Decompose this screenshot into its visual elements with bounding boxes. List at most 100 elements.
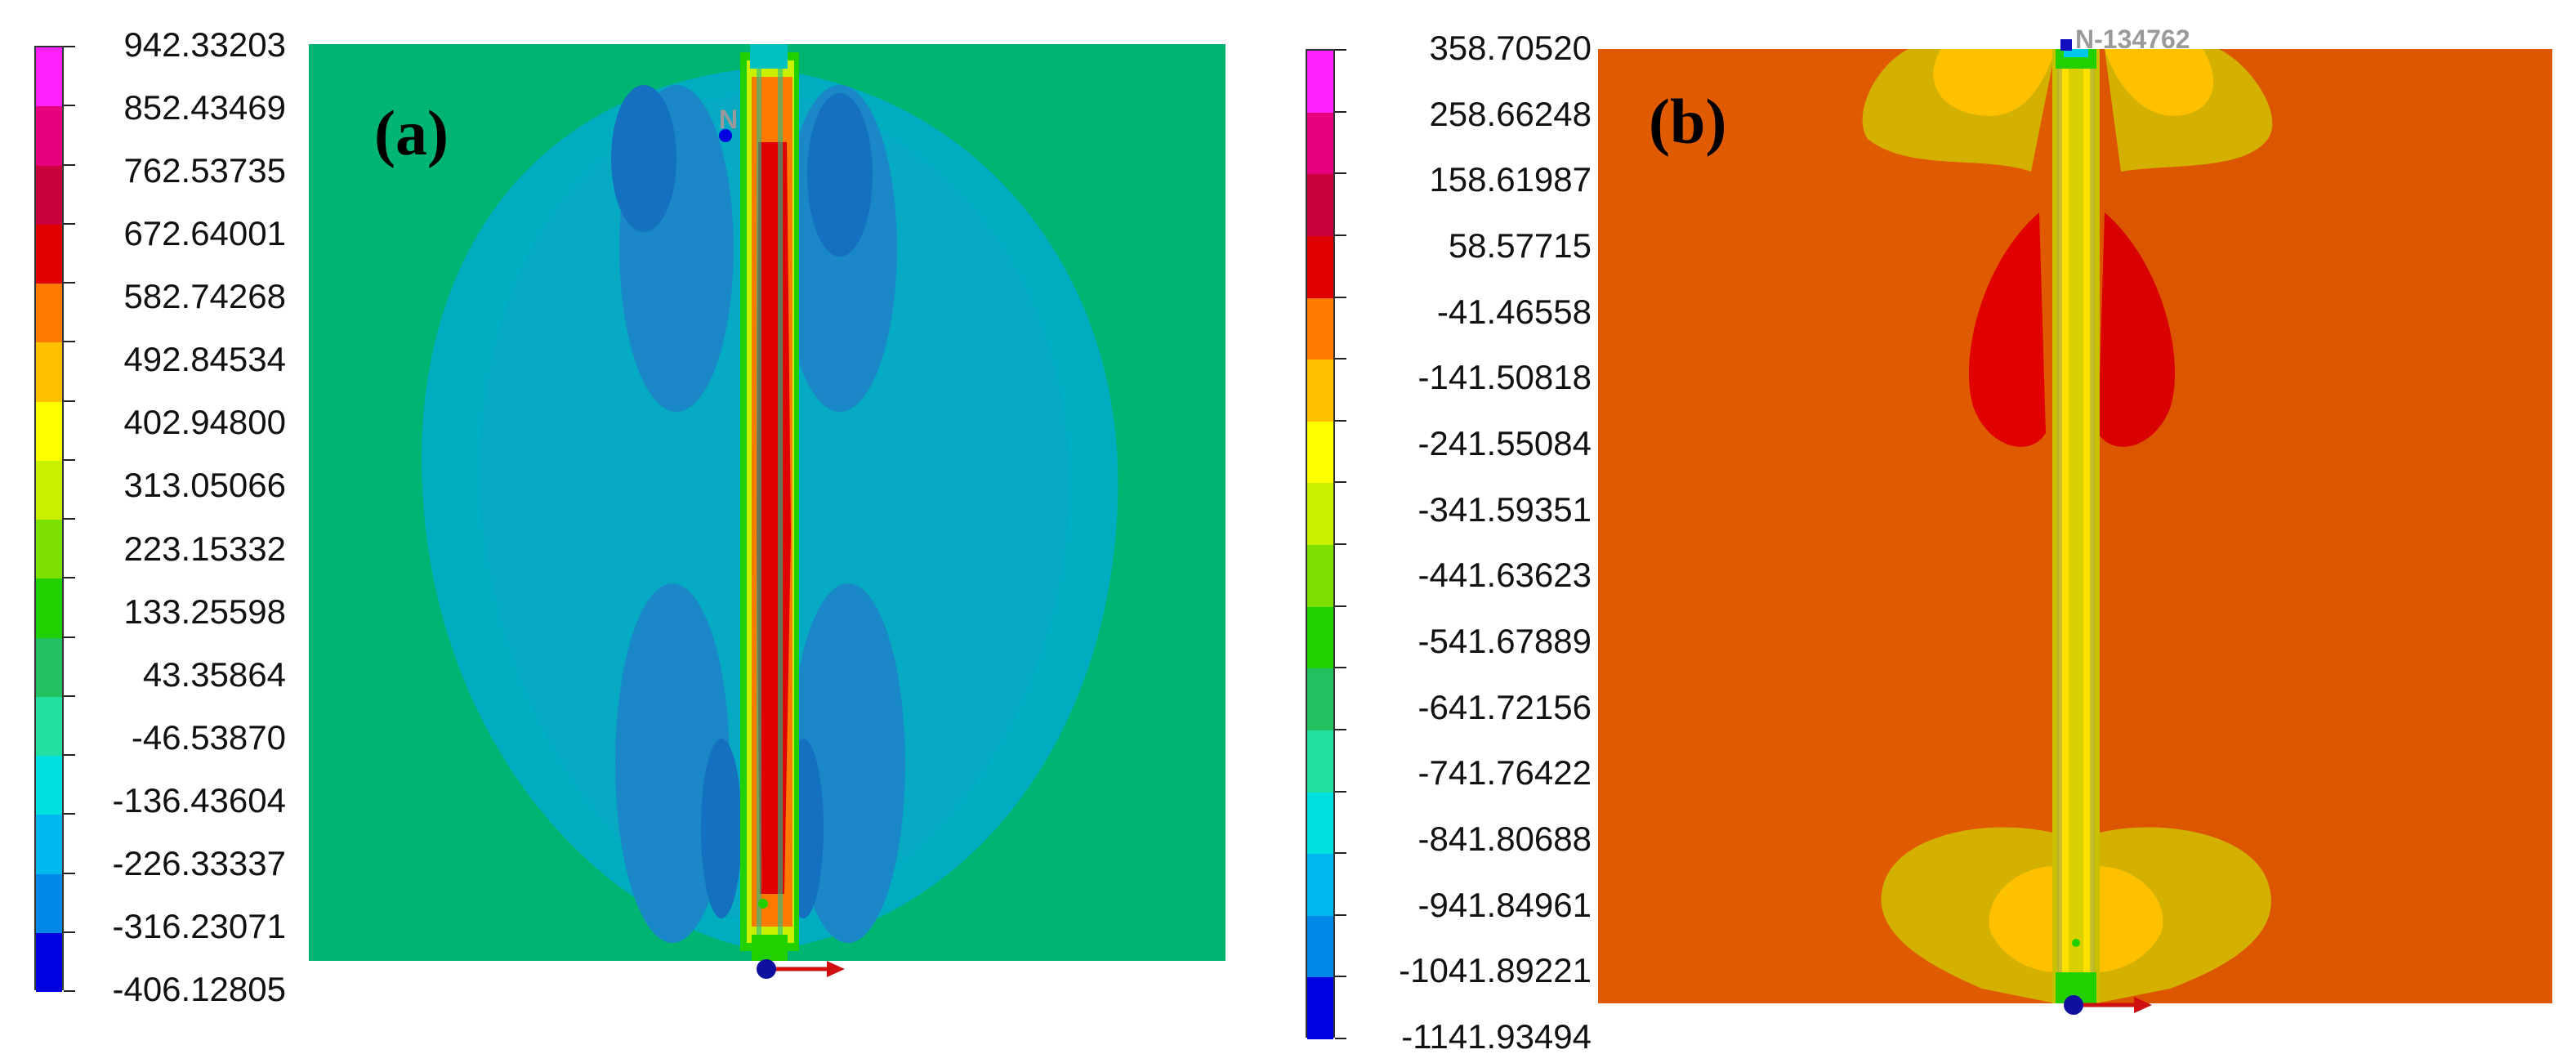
stress-contour-plot-b [1598, 49, 2552, 1003]
legend-swatch [1307, 668, 1333, 730]
legend-value-label: 942.33203 [123, 25, 286, 64]
axis-triad-a [757, 959, 845, 979]
legend-swatch [36, 756, 62, 815]
legend-value-label: 223.15332 [123, 529, 286, 568]
legend-value-label: -41.46558 [1436, 292, 1592, 331]
legend-tick [1335, 296, 1346, 298]
legend-tick [64, 636, 75, 638]
node-label-b: N-134762 [2075, 25, 2190, 54]
node-marker-b [2060, 39, 2072, 51]
legend-tick [64, 754, 75, 756]
legend-tick [1335, 913, 1346, 916]
legend-tick [64, 282, 75, 284]
legend-swatch [36, 284, 62, 343]
legend-swatch [1307, 235, 1333, 298]
legend-swatch [1307, 421, 1333, 484]
legend-tick [64, 872, 75, 874]
legend-tick [64, 577, 75, 579]
legend-tick [64, 105, 75, 107]
legend-tick [1335, 976, 1346, 978]
legend-swatch [1307, 730, 1333, 793]
legend-value-label: -741.76422 [1417, 753, 1592, 793]
stress-contour-plot-a [309, 44, 1225, 961]
legend-tick [64, 931, 75, 933]
legend-swatch [1307, 51, 1333, 113]
legend-swatch [1307, 977, 1333, 1039]
legend-swatch [1307, 360, 1333, 422]
legend-value-label: -541.67889 [1417, 622, 1592, 660]
legend-swatch [36, 520, 62, 579]
legend-tick [1335, 49, 1346, 51]
legend-tick [1335, 852, 1346, 855]
legend-value-label: 358.70520 [1429, 29, 1592, 67]
legend-value-label: -1141.93494 [1401, 1017, 1592, 1056]
legend-tick [64, 341, 75, 343]
legend-swatch [36, 873, 62, 933]
legend-value-label: -406.12805 [112, 970, 286, 1008]
legend-tick [1335, 728, 1346, 730]
color-scale-bar-b [1306, 49, 1335, 1039]
panel-label-b: (b) [1649, 86, 1727, 157]
legend-swatch [1307, 483, 1333, 545]
legend-tick [1335, 358, 1346, 360]
legend-value-label: -136.43604 [112, 780, 286, 820]
legend-value-label: -441.63623 [1417, 556, 1592, 595]
legend-value-label: 672.64001 [123, 214, 286, 253]
legend-swatch [36, 401, 62, 461]
legend-value-label: 762.53735 [123, 151, 286, 190]
legend-value-label: -641.72156 [1417, 687, 1592, 726]
legend-value-label: 43.35864 [142, 654, 286, 694]
legend-value-label: 852.43469 [123, 88, 286, 127]
legend-swatch [1307, 297, 1333, 360]
legend-value-label: -241.55084 [1417, 424, 1592, 462]
legend-swatch [36, 106, 62, 166]
legend-value-label: -141.50818 [1417, 358, 1592, 397]
legend-tick [1335, 790, 1346, 793]
legend-swatch [36, 47, 62, 107]
legend-swatch [1307, 915, 1333, 978]
legend-tick [1335, 110, 1346, 113]
legend-tick [1335, 1038, 1346, 1039]
legend-value-label: -941.84961 [1417, 885, 1592, 924]
panel-label-a: (a) [374, 97, 449, 168]
legend-tick [1335, 419, 1346, 422]
legend-value-label: 313.05066 [123, 466, 286, 505]
legend-tick [64, 990, 75, 992]
legend-value-label: -1041.89221 [1399, 951, 1592, 990]
node-label-a: N [719, 105, 739, 134]
legend-tick [64, 400, 75, 402]
legend-value-label: 402.94800 [123, 403, 286, 442]
legend-tick [1335, 667, 1346, 669]
legend-tick [64, 46, 75, 47]
legend-value-label: -841.80688 [1417, 820, 1592, 858]
legend-swatch [36, 224, 62, 284]
legend-swatch [36, 460, 62, 520]
axis-triad-b [2064, 995, 2152, 1015]
legend-swatch [36, 637, 62, 697]
legend-swatch [1307, 792, 1333, 855]
legend-tick [64, 222, 75, 225]
legend-swatch [1307, 606, 1333, 669]
legend-value-label: 133.25598 [123, 592, 286, 631]
legend-value-label: 258.66248 [1429, 94, 1592, 133]
legend-swatch [1307, 545, 1333, 607]
legend-swatch [36, 696, 62, 756]
legend-value-label: -46.53870 [131, 717, 286, 757]
legend-swatch [36, 932, 62, 992]
legend-tick [1335, 543, 1346, 545]
legend-value-label: 58.57715 [1448, 226, 1592, 265]
legend-value-label: 492.84534 [123, 340, 286, 379]
legend-swatch [36, 815, 62, 874]
legend-value-label: 158.61987 [1429, 160, 1592, 199]
legend-tick [64, 813, 75, 815]
legend-swatch [1307, 174, 1333, 236]
legend-tick [64, 458, 75, 461]
legend-tick [1335, 234, 1346, 236]
legend-swatch [36, 578, 62, 638]
legend-tick [1335, 481, 1346, 484]
color-scale-bar-a [34, 46, 64, 992]
legend-swatch [36, 342, 62, 402]
legend-value-label: -226.33337 [112, 843, 286, 882]
legend-tick [1335, 605, 1346, 607]
legend-value-label: 582.74268 [123, 277, 286, 316]
